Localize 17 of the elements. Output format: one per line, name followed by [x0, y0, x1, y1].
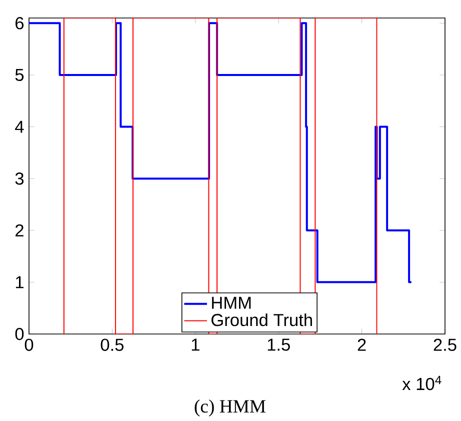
- text: (c) HMM: [194, 400, 266, 416]
- y-tick-label: 6: [16, 17, 24, 30]
- y-tick-label: 2: [16, 224, 24, 236]
- x-tick-label: 1.5: [268, 338, 290, 351]
- legend-label: HMM: [212, 296, 251, 309]
- x-tick-label: 0: [24, 338, 34, 351]
- x-tick-label: 0.5: [100, 338, 124, 351]
- text: x 10$^{4}$: [402, 376, 442, 390]
- legend-label: Ground Truth: [212, 313, 312, 326]
- x-tick-label: 2.5: [434, 338, 456, 351]
- y-tick-label: 3: [15, 172, 24, 185]
- x-tick-label: 1: [192, 338, 200, 351]
- y-tick-label: 1: [16, 276, 24, 288]
- y-tick-label: 5: [15, 68, 24, 82]
- y-tick-label: 4: [15, 120, 24, 133]
- x-tick-label: 2: [358, 338, 366, 351]
- y-tick-label: 0: [15, 328, 24, 340]
